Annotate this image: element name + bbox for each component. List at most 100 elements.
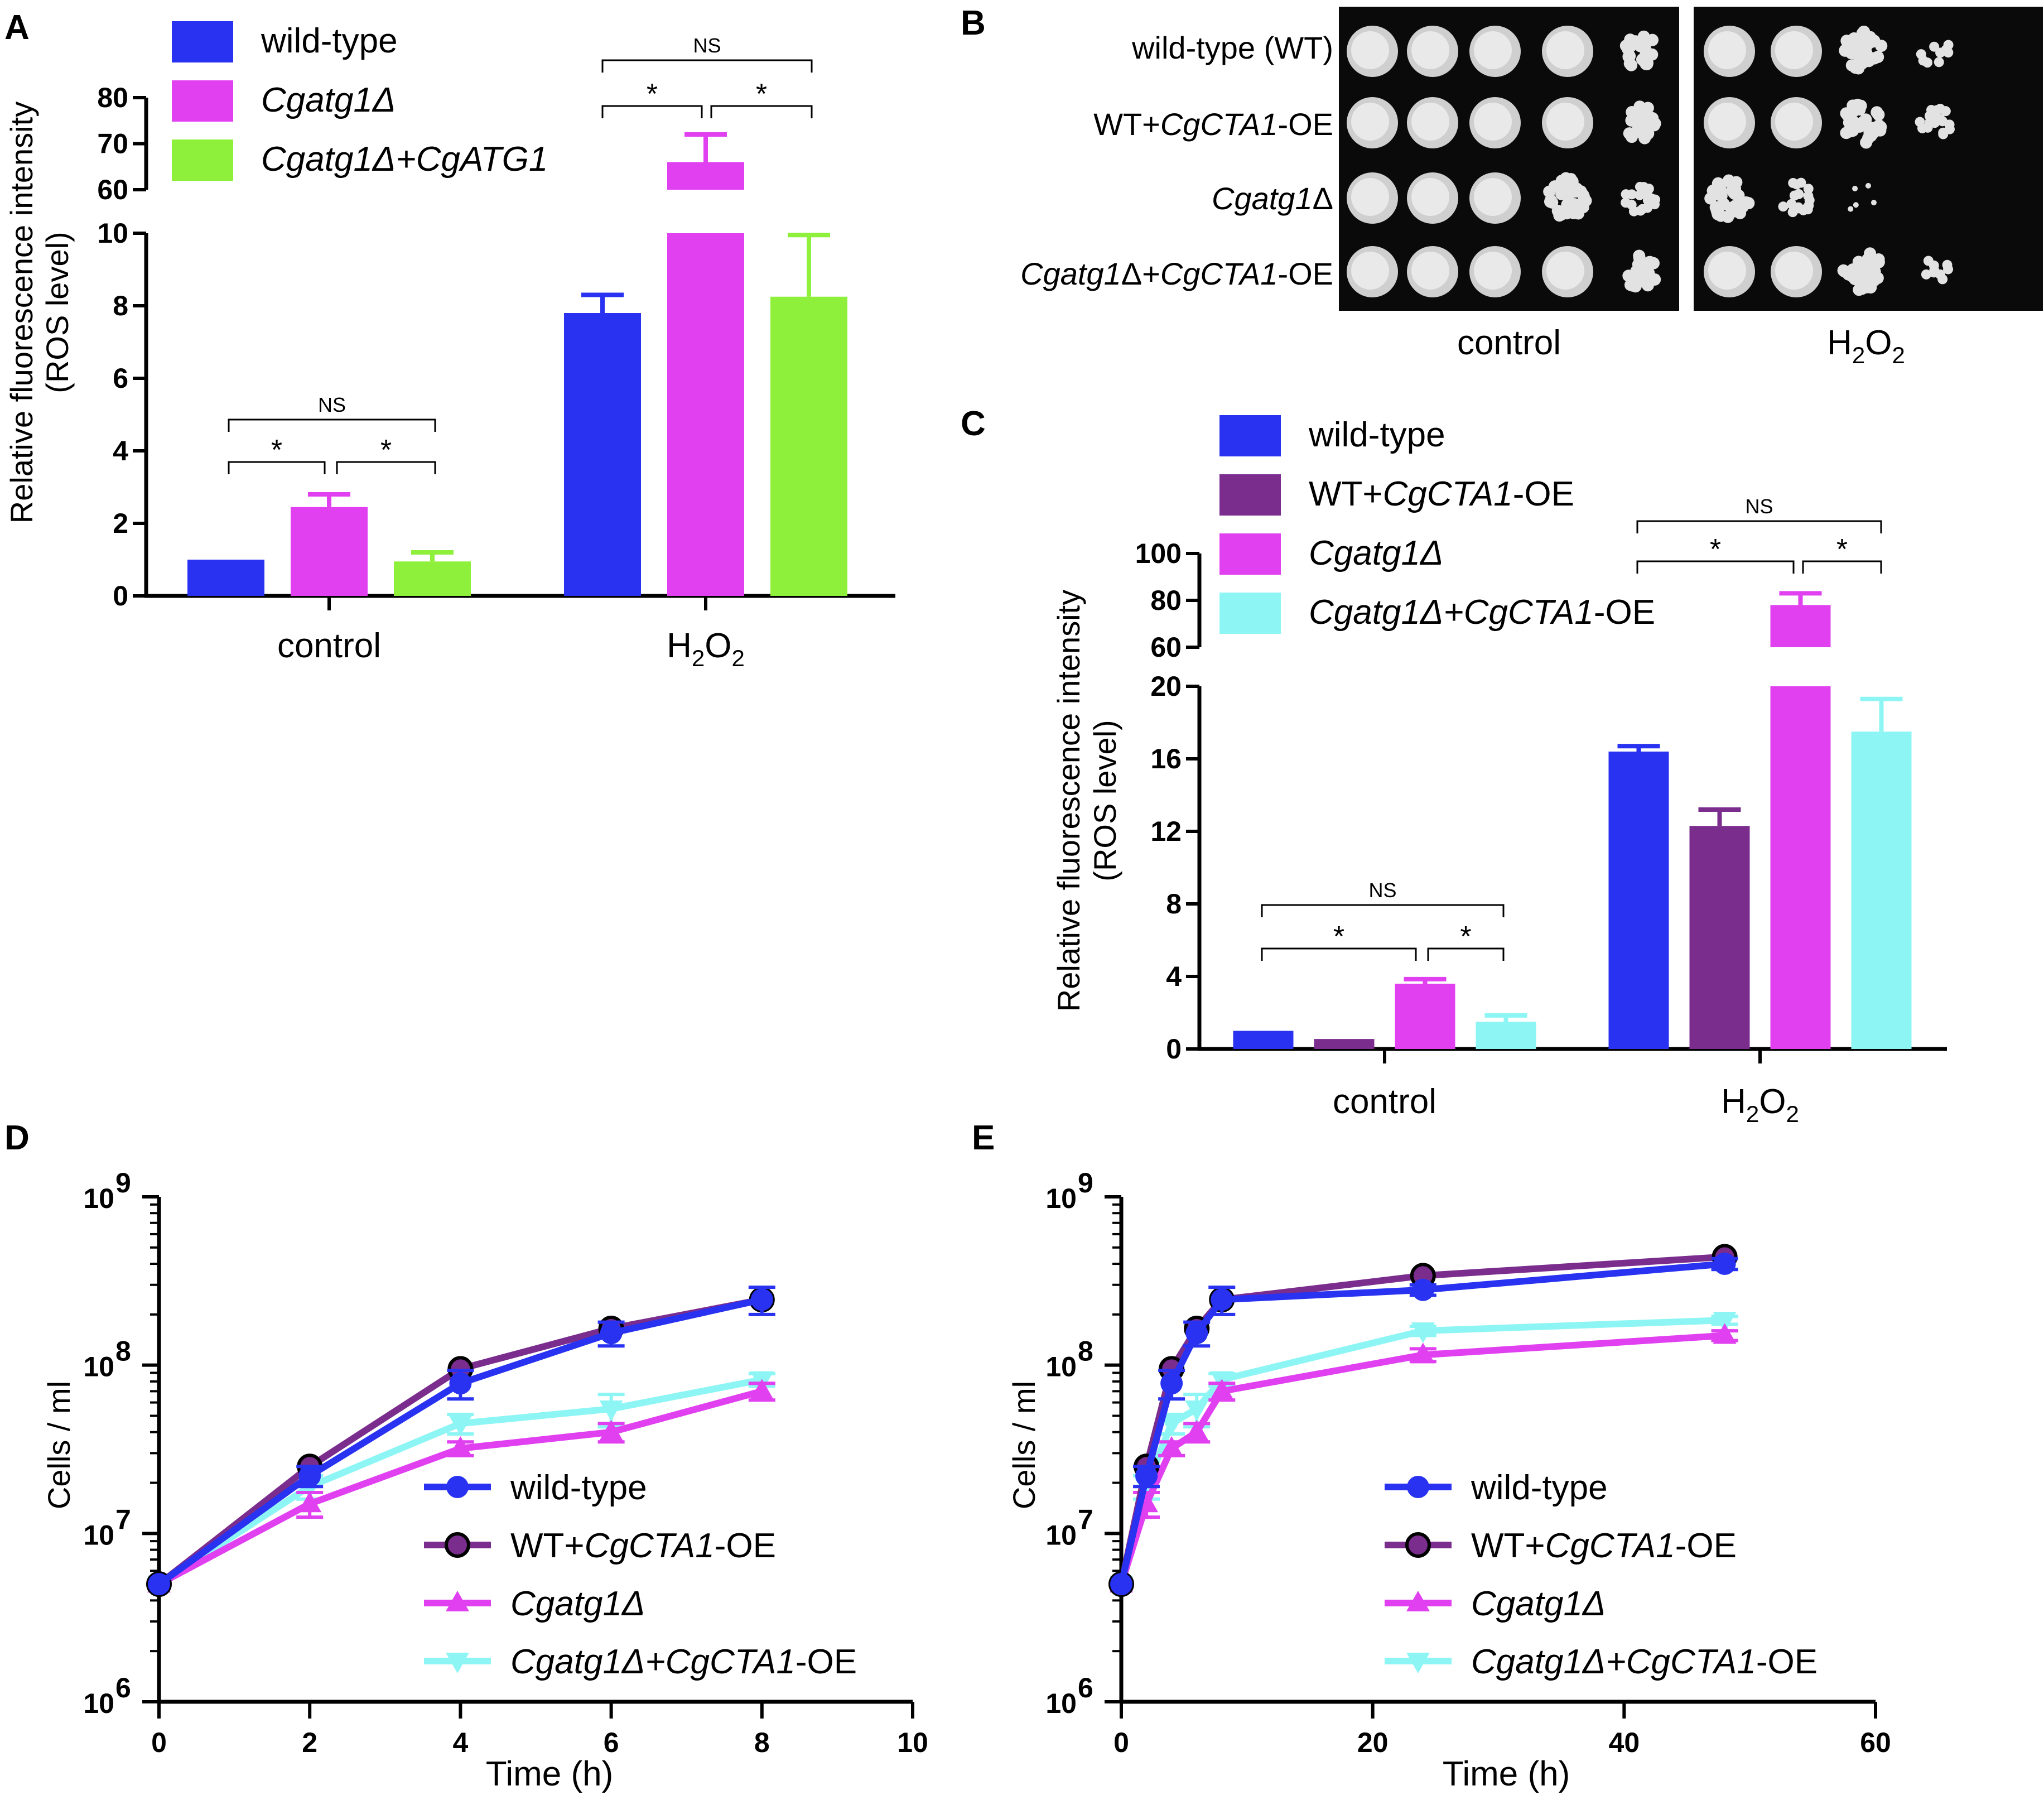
data-point-circle: [1185, 1322, 1208, 1345]
h2o2-colony-spot-highlight: [1775, 103, 1813, 141]
legend-label: Cgatg1Δ: [1309, 534, 1444, 572]
y-tick-exponent: 6: [115, 1672, 131, 1703]
h2o2-colony-dot: [1736, 199, 1748, 211]
legend-text-italic: Cgatg1Δ: [261, 81, 396, 119]
panel-c-bars: [1233, 591, 1912, 1049]
significance-bracket: [1427, 947, 1505, 961]
data-point-circle: [1135, 1465, 1158, 1488]
panel-c-letter: C: [961, 405, 986, 443]
legend-text: WT+: [510, 1527, 585, 1565]
significance-bracket: [710, 105, 813, 118]
control-colony-spot-highlight: [1351, 252, 1389, 290]
significance-bracket: [228, 461, 326, 474]
y-tick-exponent: 9: [1078, 1167, 1093, 1198]
spot-assay-strain-labels: wild-type (WT) WT+CgCTA1-OE Cgatg1Δ Cgat…: [1020, 30, 1333, 291]
bar: [1314, 1039, 1375, 1049]
x-tick-label: 10: [897, 1727, 928, 1758]
legend-swatch: [172, 139, 233, 181]
data-point-triangle-up: [750, 1379, 774, 1400]
control-colony-dot: [1570, 182, 1583, 195]
h2o2-colony-dot: [1853, 202, 1859, 208]
legend-label: Cgatg1Δ: [261, 81, 396, 119]
data-point-triangle-down: [599, 1400, 623, 1421]
legend-text-suffix: -OE: [1756, 1643, 1818, 1681]
data-point-triangle-up: [1713, 1323, 1737, 1344]
data-point-circle: [600, 1322, 623, 1345]
significance-bracket: [1636, 560, 1795, 574]
spot-condition-h2o2: H2O2: [1827, 324, 1905, 368]
control-colony-dot: [1633, 249, 1646, 262]
control-colony-dot: [1642, 195, 1653, 206]
data-point-triangle-up: [298, 1491, 322, 1513]
h2o2-colony-dot: [1710, 204, 1723, 217]
h2o2-colony-dot: [1838, 265, 1850, 278]
control-colony-spot-highlight: [1474, 178, 1512, 216]
h2o2-colony-dot: [1872, 51, 1884, 64]
y-tick-exponent: 7: [115, 1504, 131, 1535]
legend-text-italic: Cgatg1Δ+CgATG1: [261, 140, 548, 179]
y-tick-exponent: 9: [115, 1167, 131, 1198]
strain-label-wt: wild-type (WT): [1131, 30, 1333, 65]
control-colony-dot: [1626, 199, 1637, 210]
legend-text: wild-type: [261, 22, 398, 60]
h2o2-colony-dot: [1786, 199, 1797, 209]
h2o2-colony-dot: [1934, 57, 1944, 68]
legend-text: wild-type: [1471, 1469, 1608, 1507]
strain-label-cgatg1: Cgatg1Δ: [1212, 181, 1333, 216]
data-point-triangle-down: [1411, 1322, 1435, 1344]
control-colony-dot: [1543, 185, 1556, 198]
data-point-triangle-down: [449, 1415, 473, 1436]
legend-text-italic: CgCTA1: [585, 1527, 715, 1565]
panel-e: E Cells / ml Time (h) 10 610 710 810 90 20 40 6…: [972, 1119, 1891, 1793]
panel-d-series: [146, 1286, 775, 1597]
bar: [1851, 731, 1912, 1049]
y-tick-label: 20: [1150, 671, 1182, 702]
panel-c-ylabel-line1: Relative fluorescence intensity: [1051, 590, 1086, 1012]
panel-d-letter: D: [4, 1119, 30, 1157]
control-colony-dot: [1638, 182, 1649, 192]
data-point-circle: [750, 1288, 773, 1311]
y-tick-label: 10: [83, 1351, 114, 1383]
significance-bracket: [1802, 560, 1882, 574]
legend-text: WT+: [1471, 1527, 1545, 1565]
panel-a-category-labels: control H2O2: [277, 627, 745, 671]
control-colony-dot: [1623, 127, 1636, 140]
h2o2-colony-dot: [1802, 204, 1813, 215]
legend-label: wild-type: [1308, 416, 1445, 454]
significance-star: *: [1836, 533, 1848, 566]
control-colony-dot: [1637, 204, 1648, 214]
control-colony-spot-highlight: [1474, 31, 1512, 69]
h2o2-colony-dot: [1915, 117, 1925, 127]
legend-label: wild-type: [510, 1469, 647, 1507]
legend-marker-circle: [1407, 1476, 1429, 1498]
data-point-triangle-up: [1160, 1436, 1184, 1457]
panel-c-category-labels: control H2O2: [1333, 1082, 1799, 1127]
significance-star: *: [271, 434, 282, 466]
legend-marker-circle-outline: [445, 1532, 470, 1558]
significance-ns: NS: [318, 393, 346, 416]
data-point-triangle-down: [1160, 1415, 1184, 1436]
significance-bracket: [1261, 904, 1505, 917]
panel-e-legend: wild-typeWT+CgCTA1-OECgatg1ΔCgatg1Δ+CgCT…: [1385, 1469, 1818, 1681]
panel-c-cat-control: control: [1333, 1082, 1436, 1121]
panel-e-letter: E: [972, 1119, 995, 1157]
legend-marker-triangle-up: [446, 1591, 469, 1611]
legend-text-italic: Cgatg1Δ: [510, 1585, 645, 1623]
h2o2-colony-dot: [1865, 182, 1871, 189]
h2o2-colony-dot: [1864, 264, 1877, 277]
control-colony-dot: [1625, 114, 1638, 127]
x-tick-label: 2: [302, 1727, 317, 1758]
h2o2-colony-dot: [1864, 129, 1877, 142]
significance-bracket: [1636, 520, 1882, 533]
h2o2-colony-dot: [1851, 270, 1864, 283]
panel-b-letter: B: [961, 4, 986, 42]
data-point-circle: [1110, 1573, 1132, 1596]
bar: [291, 507, 368, 596]
control-colony-dot: [1630, 268, 1642, 281]
panel-a-cat-control: control: [277, 627, 381, 665]
panel-c-cat-h2o2: H2O2: [1721, 1082, 1799, 1127]
h2o2-colony-dot: [1943, 264, 1954, 275]
h2o2-colony-dot: [1860, 281, 1873, 293]
y-tick-label: 80: [97, 82, 128, 113]
h2o2-colony-dot: [1944, 119, 1955, 130]
